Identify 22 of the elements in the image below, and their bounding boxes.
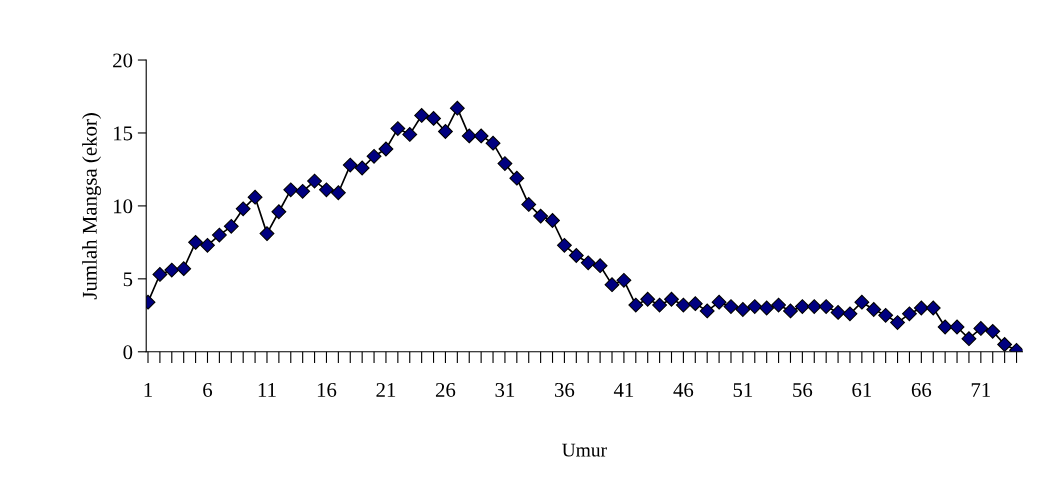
y-axis-title: Jumlah Mangsa (ekor) [82,113,102,300]
y-tick-label: 0 [123,345,133,360]
x-tick-label: 6 [203,383,213,397]
x-tick-label: 31 [495,383,515,397]
x-tick-label: 21 [376,383,396,397]
x-tick-label: 26 [435,383,456,397]
x-tick-label: 56 [793,383,813,397]
x-tick-label: 41 [613,383,634,397]
x-tick-label: 66 [911,383,932,397]
x-axis-title: Umur [562,443,607,457]
x-tick-label: 46 [673,383,694,397]
x-tick-label: 36 [555,383,575,397]
x-tick-label: 16 [317,383,337,397]
x-tick-label: 1 [144,383,152,397]
x-tick-label: 71 [971,383,991,397]
y-tick-label: 10 [114,199,133,214]
y-tick-label: 15 [114,126,133,141]
x-tick-label: 61 [852,383,872,397]
y-tick-label: 20 [113,53,133,68]
x-tick-label: 51 [733,383,753,397]
y-tick-label: 5 [123,272,133,287]
x-tick-label: 11 [258,383,276,397]
